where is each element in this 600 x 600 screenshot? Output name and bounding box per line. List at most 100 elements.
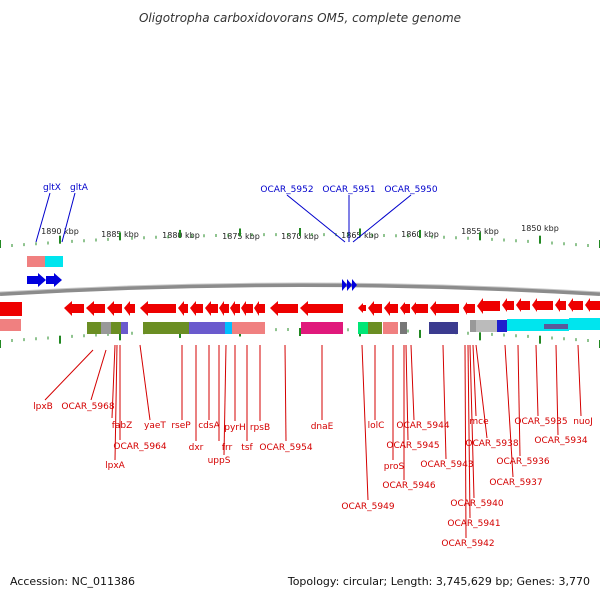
gene-label-lolC[interactable]: lolC: [368, 421, 385, 431]
cog-block: [507, 319, 543, 331]
leader-line: [352, 194, 412, 243]
gene-label-dxr[interactable]: dxr: [189, 443, 204, 453]
gene-arrow-uppS: [219, 301, 229, 316]
gene-label-uppS[interactable]: uppS: [208, 456, 231, 466]
gene-label-yaeT[interactable]: yaeT: [144, 421, 166, 431]
gene-arrow-nuoJ: [568, 298, 583, 312]
gene-arrow-pyrH: [241, 301, 253, 316]
leader-line: [139, 344, 151, 421]
gene-arrow-cdsA: [205, 301, 218, 316]
gene-label-OCAR_5941[interactable]: OCAR_5941: [447, 519, 500, 529]
cog-block: [301, 322, 343, 334]
cog-block: [232, 322, 240, 334]
gene-label-OCAR_5954[interactable]: OCAR_5954: [259, 443, 312, 453]
cog-block: [368, 322, 382, 334]
gene-label-pyrH[interactable]: pyrH: [224, 423, 246, 433]
leader-line: [114, 344, 118, 461]
cog-block: [569, 318, 600, 330]
gene-label-gltA[interactable]: gltA: [70, 183, 89, 193]
gene-label-OCAR_5944[interactable]: OCAR_5944: [396, 421, 449, 431]
leader-line: [442, 344, 447, 460]
gene-label-mce[interactable]: mce: [469, 417, 489, 427]
gene-label-OCAR_5937[interactable]: OCAR_5937: [489, 478, 542, 488]
cog-block: [101, 322, 111, 334]
gene-arrow-OCAR_5938: [477, 298, 500, 314]
gene-label-rseP[interactable]: rseP: [171, 421, 191, 431]
cog-block: [240, 322, 265, 334]
gene-label-OCAR_5968[interactable]: OCAR_5968: [61, 402, 114, 412]
gene-arrow-OCAR_5936: [516, 298, 530, 312]
gene-label-proS[interactable]: proS: [384, 462, 405, 472]
gene-label-rpsB[interactable]: rpsB: [250, 423, 270, 433]
gene-label-fabZ[interactable]: fabZ: [112, 421, 133, 431]
cog-block: [175, 322, 189, 334]
leader-line: [284, 344, 287, 442]
gene-arrow-OCAR_5949: [358, 303, 366, 313]
leader-line: [286, 194, 346, 243]
topology-text: Topology: circular; Length: 3,745,629 bp…: [287, 575, 590, 588]
gene-arrow-OCAR_5968: [86, 301, 105, 316]
leader-line: [472, 344, 477, 417]
gene-label-OCAR_5950[interactable]: OCAR_5950: [384, 185, 437, 195]
scale-label-1890: 1890 kbp: [41, 227, 79, 236]
gene-label-OCAR_5949[interactable]: OCAR_5949: [341, 502, 394, 512]
leader-line: [535, 344, 539, 417]
gene-arrow-tsf: [254, 301, 265, 316]
gene-label-OCAR_5935[interactable]: OCAR_5935: [514, 417, 567, 427]
cog-block: [470, 320, 476, 332]
cog-block: [87, 322, 101, 334]
gene-label-OCAR_5940[interactable]: OCAR_5940: [450, 499, 503, 509]
scale-label-1875: 1875 kbp: [222, 232, 260, 241]
scale-label-1870: 1870 kbp: [281, 232, 319, 241]
leader-line: [361, 344, 369, 501]
gene-arrow-OCAR_5943: [430, 301, 459, 316]
gene-arrow-gltA: [46, 273, 62, 287]
gene-arrow-dnaE: [300, 301, 343, 316]
gene-label-OCAR_5951[interactable]: OCAR_5951: [322, 185, 375, 195]
gene-label-OCAR_5938[interactable]: OCAR_5938: [465, 439, 518, 449]
cog-block: [189, 322, 225, 334]
gene-arrow-OCAR_5950: [352, 279, 357, 291]
gene-label-gltX[interactable]: gltX: [43, 183, 61, 193]
gene-arrow-right-edge: [585, 298, 600, 312]
gene-arrow-left-edge: [0, 302, 22, 316]
scale-label-1855: 1855 kbp: [461, 227, 499, 236]
gene-label-OCAR_5936[interactable]: OCAR_5936: [496, 457, 549, 467]
leader-line: [111, 344, 116, 419]
gene-label-OCAR_5964[interactable]: OCAR_5964: [113, 442, 166, 452]
gene-label-lpxA[interactable]: lpxA: [105, 461, 126, 471]
leader-line: [405, 344, 409, 441]
cog-block: [0, 319, 21, 331]
cog-block: [400, 322, 407, 334]
reverse-strand-features: [0, 298, 600, 316]
leader-line: [61, 192, 76, 243]
gene-arrow-rpsB: [270, 301, 298, 316]
gene-label-frr[interactable]: frr: [222, 443, 233, 453]
gene-label-dnaE[interactable]: dnaE: [311, 422, 334, 432]
gene-label-OCAR_5934[interactable]: OCAR_5934: [534, 436, 587, 446]
gene-arrow-OCAR_5946: [400, 302, 410, 315]
gene-label-OCAR_5942[interactable]: OCAR_5942: [441, 539, 494, 549]
gene-label-tsf[interactable]: tsf: [241, 443, 253, 453]
gene-label-nuoJ[interactable]: nuoJ: [573, 417, 593, 427]
gene-arrow-lpxA: [124, 301, 135, 316]
leader-line: [467, 344, 471, 519]
gene-block-gltX: [27, 256, 45, 267]
leader-line: [464, 344, 467, 539]
cog-blocks: [0, 318, 600, 334]
cog-block: [497, 320, 507, 332]
gene-label-OCAR_5952[interactable]: OCAR_5952: [260, 185, 313, 195]
gene-label-lpxB[interactable]: lpxB: [33, 402, 53, 412]
genome-backbone: [0, 283, 600, 296]
gene-arrow-fabZ: [107, 301, 122, 316]
gene-label-cdsA[interactable]: cdsA: [198, 421, 220, 431]
gene-arrow-dxr: [190, 301, 203, 316]
gene-label-OCAR_5946[interactable]: OCAR_5946: [382, 481, 435, 491]
gene-arrow-mce: [463, 302, 475, 315]
gene-label-OCAR_5943[interactable]: OCAR_5943: [420, 460, 473, 470]
accession-text: Accession: NC_011386: [10, 575, 136, 588]
gene-label-OCAR_5945[interactable]: OCAR_5945: [386, 441, 439, 451]
leader-line: [223, 344, 227, 456]
gene-arrow-yaeT: [140, 301, 176, 316]
